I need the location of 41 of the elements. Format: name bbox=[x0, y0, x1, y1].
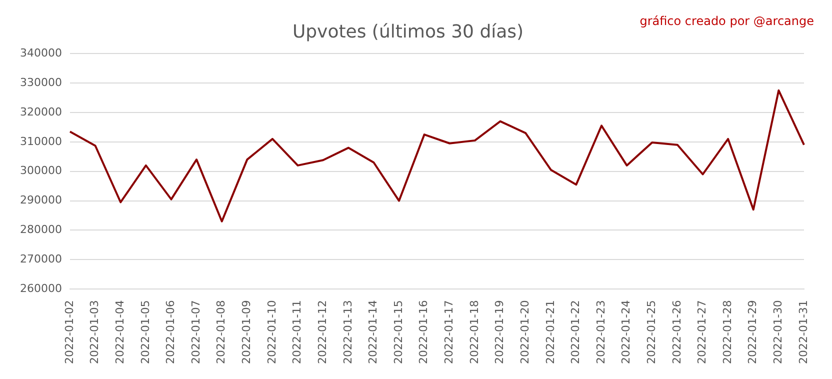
x-tick-label: 2022-01-30 bbox=[772, 300, 785, 364]
x-tick-label: 2022-01-05 bbox=[138, 300, 152, 364]
text: gráfico creado por @arcange bbox=[640, 14, 814, 28]
y-tick-label: 300000 bbox=[20, 164, 62, 178]
x-tick-label: 2022-01-08 bbox=[214, 300, 228, 364]
x-tick-label: 2022-01-07 bbox=[189, 300, 202, 364]
x-tick-label: 2022-01-16 bbox=[417, 300, 430, 364]
x-tick-label: 2022-01-15 bbox=[392, 300, 405, 364]
x-tick-label: 2022-01-14 bbox=[366, 300, 380, 364]
x-tick-label: 2022-01-26 bbox=[670, 300, 684, 364]
x-tick-label: 2022-01-31 bbox=[796, 300, 810, 364]
x-tick-label: 2022-01-27 bbox=[696, 300, 709, 364]
x-tick-label: 2022-01-25 bbox=[644, 300, 658, 364]
x-tick-label: 2022-01-21 bbox=[544, 300, 557, 364]
y-tick-label: 340000 bbox=[20, 46, 62, 60]
x-tick-label: 2022-01-10 bbox=[265, 300, 278, 364]
x-tick-label: 2022-01-12 bbox=[316, 300, 329, 364]
x-tick-label: 2022-01-22 bbox=[569, 300, 582, 364]
x-tick-label: 2022-01-28 bbox=[720, 300, 734, 364]
x-tick-label: 2022-01-23 bbox=[594, 300, 608, 364]
x-tick-label: 2022-01-04 bbox=[113, 300, 126, 364]
x-tick-label: 2022-01-13 bbox=[341, 300, 354, 364]
x-tick-label: 2022-01-11 bbox=[290, 300, 304, 364]
x-tick-label: 2022-01-24 bbox=[620, 300, 633, 364]
y-tick-label: 270000 bbox=[20, 252, 62, 266]
x-tick-label: 2022-01-03 bbox=[88, 300, 102, 364]
x-tick-label: 2022-01-09 bbox=[240, 300, 254, 364]
x-tick-label: 2022-01-17 bbox=[442, 300, 456, 364]
y-tick-label: 320000 bbox=[20, 105, 62, 118]
x-tick-label: 2022-01-06 bbox=[164, 300, 178, 364]
chart-title: Upvotes (últimos 30 días) bbox=[292, 21, 524, 42]
y-tick-label: 280000 bbox=[20, 223, 62, 236]
x-tick-label: 2022-01-29 bbox=[746, 300, 760, 364]
y-tick-label: 310000 bbox=[20, 134, 62, 148]
x-tick-label: 2022-01-18 bbox=[468, 300, 481, 364]
y-tick-label: 330000 bbox=[20, 76, 62, 89]
y-tick-label: 260000 bbox=[20, 282, 62, 295]
x-tick-label: 2022-01-20 bbox=[518, 300, 532, 364]
x-tick-label: 2022-01-02 bbox=[62, 300, 76, 364]
x-tick-label: 2022-01-19 bbox=[493, 300, 506, 364]
y-tick-label: 290000 bbox=[20, 194, 62, 207]
